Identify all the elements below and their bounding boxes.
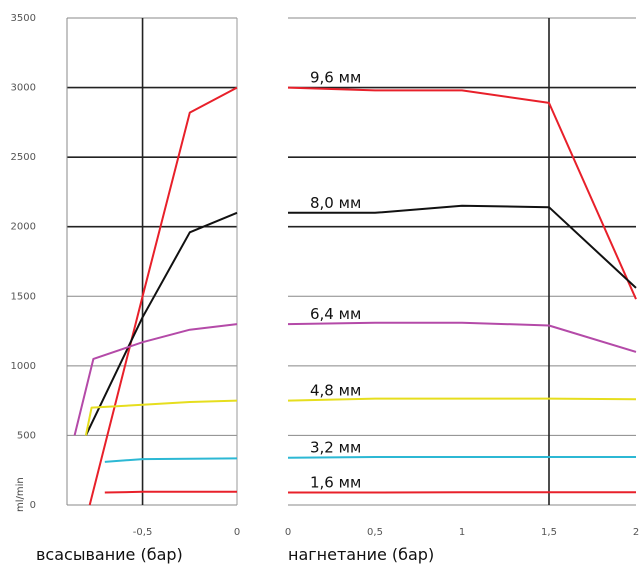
series-line: [288, 204, 637, 289]
y-tick-label: 2500: [11, 152, 36, 163]
x-tick-label: 0: [234, 527, 240, 538]
series-line: [73, 323, 238, 436]
series-line: [88, 86, 238, 506]
series-line: [84, 399, 238, 436]
series-line: [287, 456, 636, 459]
x-axis-label-suction: всасывание (бар): [36, 545, 183, 564]
series-label: 9,6 мм: [310, 69, 361, 87]
series-lines: [73, 86, 637, 506]
x-axis-label-discharge: нагнетание (бар): [288, 545, 434, 564]
labels: 3500 3000 2500 2000 1500 1000 500 0 -0,5 0 0 0,5 1 1,…: [11, 13, 640, 538]
series-line: [104, 457, 238, 463]
y-tick-label: 0: [30, 500, 36, 511]
series-line: [84, 211, 238, 436]
x-tick-label: 0: [285, 527, 291, 538]
series-line: [287, 86, 637, 300]
y-axis-label: ml/min: [15, 477, 26, 512]
y-tick-label: 3500: [11, 13, 36, 24]
series-line: [287, 397, 637, 402]
x-tick-label: 0,5: [367, 527, 383, 538]
grid: [66, 17, 636, 506]
y-tick-label: 1000: [11, 361, 36, 372]
series-label: 3,2 мм: [310, 439, 361, 457]
series-label: 6,4 мм: [310, 305, 361, 323]
x-tick-label: 1,5: [541, 527, 557, 538]
y-tick-label: 2000: [11, 222, 36, 233]
series-line: [287, 321, 637, 353]
series-line: [104, 490, 237, 494]
y-tick-label: 3000: [11, 83, 36, 94]
y-tick-label: 500: [17, 430, 36, 441]
series-label: 4,8 мм: [310, 382, 361, 400]
x-tick-label: 2: [633, 527, 639, 538]
series-label: 1,6 мм: [310, 473, 361, 491]
series-label: 8,0 мм: [310, 194, 361, 212]
x-tick-label: 1: [459, 527, 465, 538]
x-tick-label: -0,5: [133, 527, 153, 538]
y-tick-label: 1500: [11, 291, 36, 302]
